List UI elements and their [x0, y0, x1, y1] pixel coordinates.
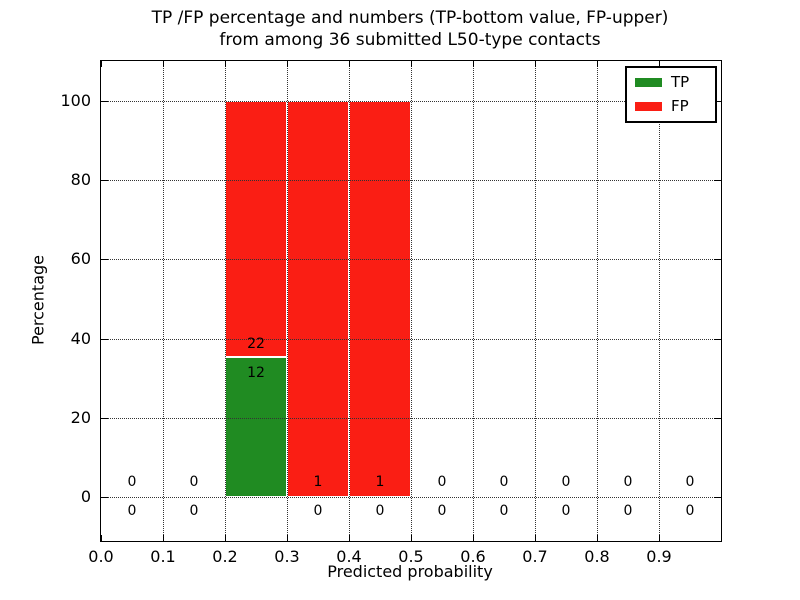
y-tick-label: 20 [70, 408, 91, 428]
legend-item-tp: TP [635, 75, 707, 90]
gridline-horizontal [101, 338, 721, 340]
gridline-vertical [597, 61, 598, 541]
y-tick-label: 80 [70, 170, 91, 189]
x-tick-mark [287, 535, 288, 541]
x-tick-mark [349, 535, 350, 541]
y-tick-label: 60 [70, 249, 91, 269]
x-tick-label: 0.2 [212, 547, 238, 566]
bar-count-label: 0 [561, 474, 571, 491]
y-tick-label: 0 [80, 487, 91, 507]
x-tick-mark [163, 61, 164, 67]
x-tick-label: 0.7 [522, 547, 548, 566]
bar-fp-segment [287, 100, 349, 498]
x-tick-mark [473, 61, 474, 67]
y-tick-label: 40 [70, 328, 91, 348]
bar-count-label: 0 [189, 474, 199, 491]
gridline-vertical [659, 61, 660, 541]
fp-color-swatch [635, 102, 662, 111]
x-tick-label: 0.1 [150, 547, 176, 566]
y-tick-mark [714, 338, 721, 340]
bar-count-label: 0 [127, 503, 137, 520]
legend-label-fp: FP [671, 97, 689, 115]
y-tick-label: 100 [60, 90, 91, 110]
y-tick-mark [714, 180, 721, 181]
bar-count-label: 0 [685, 503, 695, 520]
bar-count-label: 0 [189, 503, 199, 520]
bar-count-label: 0 [127, 474, 137, 491]
tp-color-swatch [635, 78, 662, 87]
bar-fp-segment [349, 100, 411, 498]
plot-area: TP FP 0.0 0.1 0.2 0.3 0.4 0.5 0.6 0.7 0.8 0.9 0 20 4… [60, 60, 722, 566]
bar-count-label: 0 [499, 503, 509, 520]
gridline-vertical [473, 61, 474, 541]
gridline-vertical [349, 61, 350, 541]
legend-item-fp: FP [635, 99, 707, 114]
x-tick-mark [473, 535, 474, 541]
x-tick-mark [349, 61, 350, 67]
y-tick-mark [101, 100, 108, 102]
x-tick-mark [225, 61, 226, 67]
x-tick-mark [535, 535, 536, 541]
x-tick-mark [597, 535, 598, 541]
bar-count-label: 12 [247, 364, 265, 381]
x-tick-mark [411, 61, 412, 67]
chart-title: TP /FP percentage and numbers (TP-bottom… [100, 7, 720, 51]
y-tick-mark [101, 180, 108, 181]
bar-count-label: 0 [623, 474, 633, 491]
x-tick-label: 0.5 [398, 547, 424, 566]
y-tick-mark [714, 100, 721, 102]
x-tick-mark [659, 61, 660, 67]
x-tick-mark [659, 535, 660, 541]
x-tick-mark [101, 61, 102, 67]
x-tick-mark [287, 61, 288, 67]
bar-count-label: 0 [437, 503, 447, 520]
x-tick-label: 0.9 [646, 547, 672, 566]
y-tick-mark [714, 418, 721, 420]
legend-label-tp: TP [671, 73, 690, 91]
bar-count-label: 0 [437, 474, 447, 491]
gridline-horizontal [101, 100, 721, 102]
gridline-vertical [535, 61, 536, 541]
bar-count-label: 0 [623, 503, 633, 520]
gridline-vertical [411, 61, 412, 541]
x-tick-label: 0.0 [88, 547, 114, 566]
bar-count-label: 0 [685, 474, 695, 491]
bar-count-label: 0 [313, 503, 323, 520]
y-tick-mark [101, 259, 108, 261]
y-tick-mark [714, 497, 721, 499]
bar-fp-segment [225, 100, 287, 358]
x-tick-label: 0.6 [460, 547, 486, 566]
bar-count-label: 0 [375, 503, 385, 520]
bar-count-label: 0 [561, 503, 571, 520]
x-tick-mark [163, 535, 164, 541]
bar-count-label: 22 [247, 336, 265, 353]
gridline-horizontal [101, 180, 721, 181]
y-tick-mark [714, 259, 721, 261]
x-tick-mark [411, 535, 412, 541]
x-tick-label: 0.8 [584, 547, 610, 566]
gridline-horizontal [101, 418, 721, 420]
bar-count-label: 1 [375, 474, 385, 491]
x-axis-label: Predicted probability [327, 562, 493, 581]
gridline-horizontal [101, 497, 721, 499]
chart-title-line2: from among 36 submitted L50-type contact… [219, 30, 601, 50]
x-tick-mark [225, 535, 226, 541]
legend: TP FP [625, 66, 717, 123]
x-tick-label: 0.4 [336, 547, 362, 566]
bar-count-label: 1 [313, 474, 323, 491]
y-tick-mark [101, 497, 108, 499]
chart-title-line1: TP /FP percentage and numbers (TP-bottom… [151, 8, 669, 28]
x-tick-mark [597, 61, 598, 67]
y-tick-mark [101, 418, 108, 420]
gridline-vertical [163, 61, 164, 541]
bar-count-label: 0 [499, 474, 509, 491]
x-tick-label: 0.3 [274, 547, 300, 566]
x-tick-mark [101, 535, 102, 541]
gridline-vertical [225, 61, 226, 541]
gridline-horizontal [101, 259, 721, 261]
y-tick-mark [101, 338, 108, 340]
gridline-vertical [287, 61, 288, 541]
x-tick-mark [535, 61, 536, 67]
